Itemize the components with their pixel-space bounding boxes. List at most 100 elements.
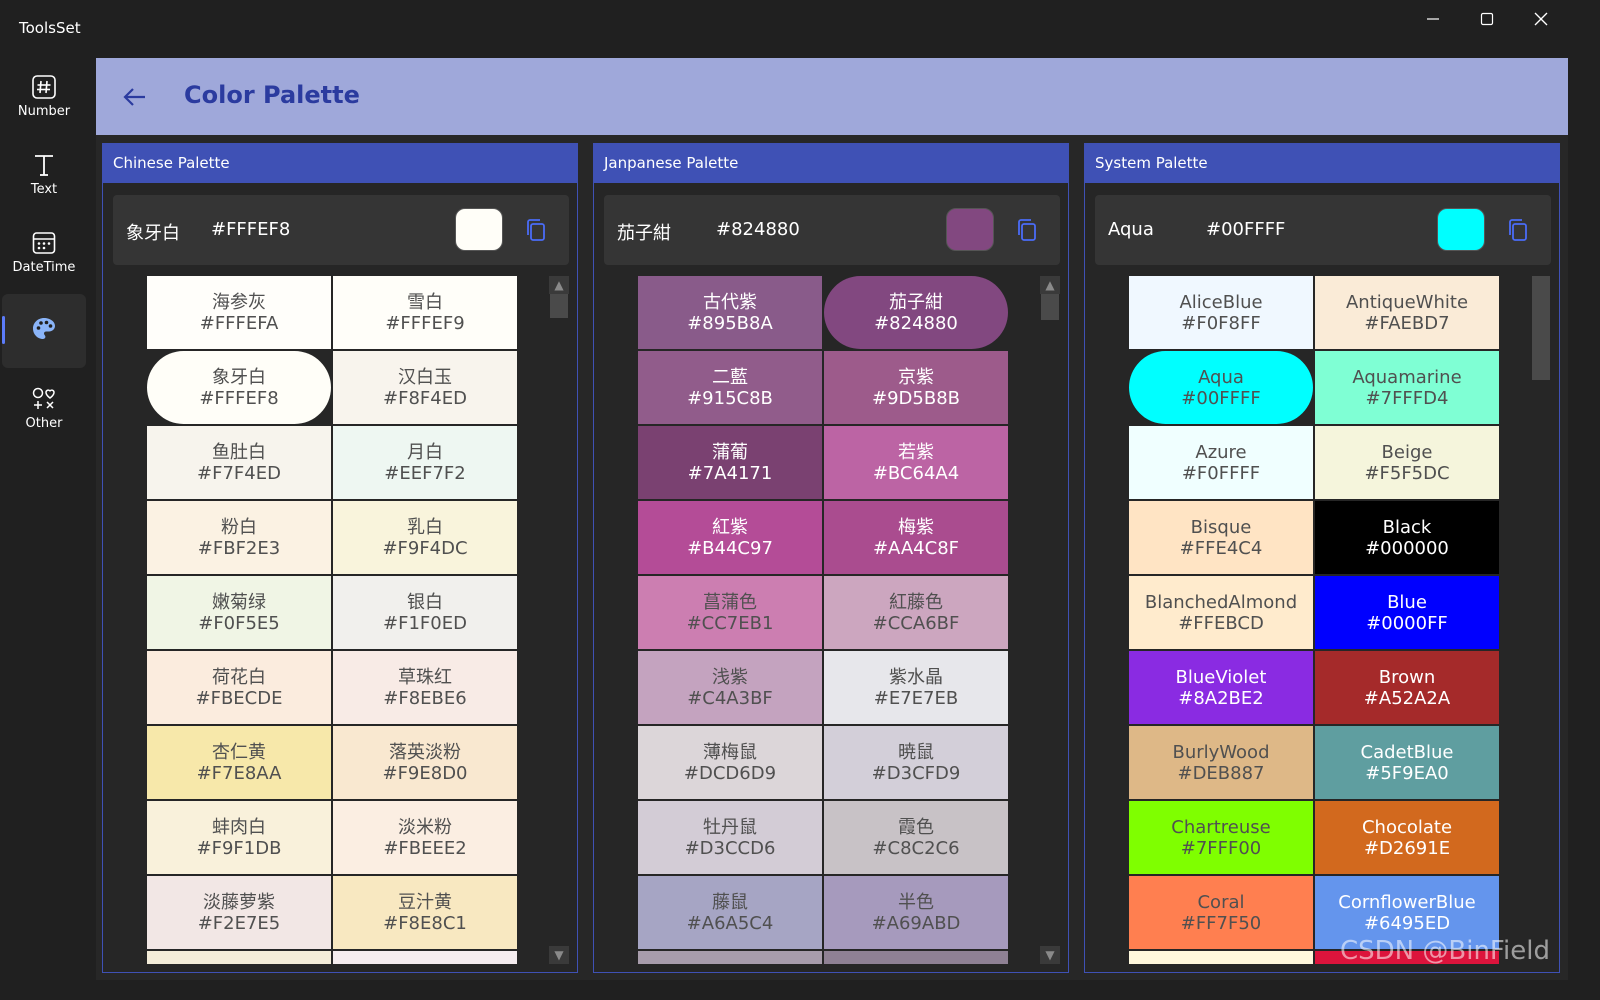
color-cell[interactable]: 菖蒲色 #CC7EB1 xyxy=(638,576,822,649)
color-cell[interactable]: 落英淡粉 #F9E8D0 xyxy=(333,726,517,799)
color-name: 梅紫 xyxy=(898,516,934,538)
color-cell[interactable]: 荷花白 #FBECDE xyxy=(147,651,331,724)
color-cell[interactable]: Azure #F0FFFF xyxy=(1129,426,1313,499)
color-cell[interactable] xyxy=(333,951,517,964)
color-cell[interactable]: 古代紫 #895B8A xyxy=(638,276,822,349)
color-cell-selected[interactable]: 象牙白 #FFFEF8 xyxy=(147,351,331,424)
color-cell[interactable] xyxy=(824,951,1008,964)
color-cell[interactable]: 草珠红 #F8EBE6 xyxy=(333,651,517,724)
color-cell[interactable]: 汉白玉 #F8F4ED xyxy=(333,351,517,424)
scroll-thumb[interactable] xyxy=(550,294,568,318)
color-cell[interactable]: 鱼肚白 #F7F4ED xyxy=(147,426,331,499)
color-cell[interactable]: Brown #A52A2A xyxy=(1315,651,1499,724)
color-hex: #F8E8C1 xyxy=(383,912,467,934)
color-cell[interactable]: 暁鼠 #D3CFD9 xyxy=(824,726,1008,799)
color-cell[interactable]: BlanchedAlmond #FFEBCD xyxy=(1129,576,1313,649)
color-hex: #FBECDE xyxy=(195,687,283,709)
color-hex: #F0F8FF xyxy=(1181,312,1261,334)
color-name: Blue xyxy=(1387,591,1427,613)
color-hex: #F8F4ED xyxy=(383,387,467,409)
color-cell-selected[interactable]: 茄子紺 #824880 xyxy=(824,276,1008,349)
scrollbar[interactable]: ▲ ▼ xyxy=(549,276,569,964)
color-cell[interactable]: 淡米粉 #FBEEE2 xyxy=(333,801,517,874)
color-cell[interactable]: BlueViolet #8A2BE2 xyxy=(1129,651,1313,724)
scrollbar[interactable] xyxy=(1531,276,1551,964)
color-cell[interactable]: 杏仁黄 #F7E8AA xyxy=(147,726,331,799)
nav-item-palette[interactable] xyxy=(2,294,86,368)
color-cell[interactable]: 藤鼠 #A6A5C4 xyxy=(638,876,822,949)
color-cell[interactable]: BurlyWood #DEB887 xyxy=(1129,726,1313,799)
maximize-button[interactable] xyxy=(1460,4,1514,34)
color-cell[interactable]: 豆汁黄 #F8E8C1 xyxy=(333,876,517,949)
color-cell[interactable]: 浅紫 #C4A3BF xyxy=(638,651,822,724)
color-hex: #D3CFD9 xyxy=(871,762,961,784)
color-cell[interactable] xyxy=(1129,951,1313,964)
color-cell[interactable]: 京紫 #9D5B8B xyxy=(824,351,1008,424)
color-cell[interactable]: CadetBlue #5F9EA0 xyxy=(1315,726,1499,799)
color-cell[interactable]: CornflowerBlue #6495ED xyxy=(1315,876,1499,949)
back-button[interactable] xyxy=(120,84,150,110)
color-cell[interactable]: Black #000000 xyxy=(1315,501,1499,574)
color-hex: #A69ABD xyxy=(871,912,961,934)
color-hex: #6495ED xyxy=(1363,912,1451,934)
color-cell[interactable]: Chartreuse #7FFF00 xyxy=(1129,801,1313,874)
color-cell[interactable]: 梅紫 #AA4C8F xyxy=(824,501,1008,574)
color-cell[interactable]: Beige #F5F5DC xyxy=(1315,426,1499,499)
color-hex: #F7F4ED xyxy=(197,462,281,484)
selected-color-swatch xyxy=(1437,208,1485,251)
color-cell[interactable]: 牡丹鼠 #D3CCD6 xyxy=(638,801,822,874)
color-hex: #7FFFD4 xyxy=(1365,387,1449,409)
copy-icon[interactable] xyxy=(1014,217,1040,243)
color-cell[interactable]: 若紫 #BC64A4 xyxy=(824,426,1008,499)
color-cell[interactable] xyxy=(638,951,822,964)
scroll-down-icon[interactable]: ▼ xyxy=(549,946,569,964)
color-hex: #CCA6BF xyxy=(872,612,960,634)
color-cell[interactable]: Chocolate #D2691E xyxy=(1315,801,1499,874)
nav-item-text[interactable]: Text xyxy=(2,140,86,214)
color-cell[interactable]: 月白 #EEF7F2 xyxy=(333,426,517,499)
color-name: 象牙白 xyxy=(212,366,266,388)
color-cell[interactable]: 淡藤萝紫 #F2E7E5 xyxy=(147,876,331,949)
scroll-thumb[interactable] xyxy=(1532,276,1550,380)
color-cell[interactable]: Blue #0000FF xyxy=(1315,576,1499,649)
close-button[interactable] xyxy=(1514,4,1568,34)
minimize-button[interactable] xyxy=(1406,4,1460,34)
scrollbar[interactable]: ▲ ▼ xyxy=(1040,276,1060,964)
color-cell[interactable]: 蚌肉白 #F9F1DB xyxy=(147,801,331,874)
color-cell[interactable]: 紅紫 #B44C97 xyxy=(638,501,822,574)
color-cell[interactable] xyxy=(1315,951,1499,964)
color-cell[interactable]: Bisque #FFE4C4 xyxy=(1129,501,1313,574)
color-cell[interactable]: 银白 #F1F0ED xyxy=(333,576,517,649)
color-cell[interactable]: 粉白 #FBF2E3 xyxy=(147,501,331,574)
nav-item-number[interactable]: Number xyxy=(2,62,86,136)
color-cell[interactable]: 薄梅鼠 #DCD6D9 xyxy=(638,726,822,799)
color-cell[interactable]: 半色 #A69ABD xyxy=(824,876,1008,949)
color-hex: #895B8A xyxy=(687,312,773,334)
color-cell[interactable]: 紅藤色 #CCA6BF xyxy=(824,576,1008,649)
color-cell-selected[interactable]: Aqua #00FFFF xyxy=(1129,351,1313,424)
color-cell[interactable]: 紫水晶 #E7E7EB xyxy=(824,651,1008,724)
nav-label: Text xyxy=(30,182,58,197)
color-cell[interactable]: 嫩菊绿 #F0F5E5 xyxy=(147,576,331,649)
color-hex: #0000FF xyxy=(1366,612,1448,634)
color-cell[interactable]: AliceBlue #F0F8FF xyxy=(1129,276,1313,349)
scroll-up-icon[interactable]: ▲ xyxy=(1040,276,1060,294)
color-hex: #F2E7E5 xyxy=(197,912,281,934)
scroll-up-icon[interactable]: ▲ xyxy=(549,276,569,294)
nav-item-other[interactable]: Other xyxy=(2,374,86,448)
color-cell[interactable]: 海参灰 #FFFEFA xyxy=(147,276,331,349)
color-cell[interactable]: Aquamarine #7FFFD4 xyxy=(1315,351,1499,424)
scroll-down-icon[interactable]: ▼ xyxy=(1040,946,1060,964)
color-cell[interactable]: Coral #FF7F50 xyxy=(1129,876,1313,949)
nav-item-datetime[interactable]: DateTime xyxy=(2,218,86,292)
scroll-thumb[interactable] xyxy=(1041,294,1059,320)
color-cell[interactable] xyxy=(147,951,331,964)
color-cell[interactable]: AntiqueWhite #FAEBD7 xyxy=(1315,276,1499,349)
copy-icon[interactable] xyxy=(1505,217,1531,243)
color-cell[interactable]: 霞色 #C8C2C6 xyxy=(824,801,1008,874)
color-cell[interactable]: 二藍 #915C8B xyxy=(638,351,822,424)
color-cell[interactable]: 蒲葡 #7A4171 xyxy=(638,426,822,499)
copy-icon[interactable] xyxy=(523,217,549,243)
color-cell[interactable]: 雪白 #FFFEF9 xyxy=(333,276,517,349)
color-cell[interactable]: 乳白 #F9F4DC xyxy=(333,501,517,574)
